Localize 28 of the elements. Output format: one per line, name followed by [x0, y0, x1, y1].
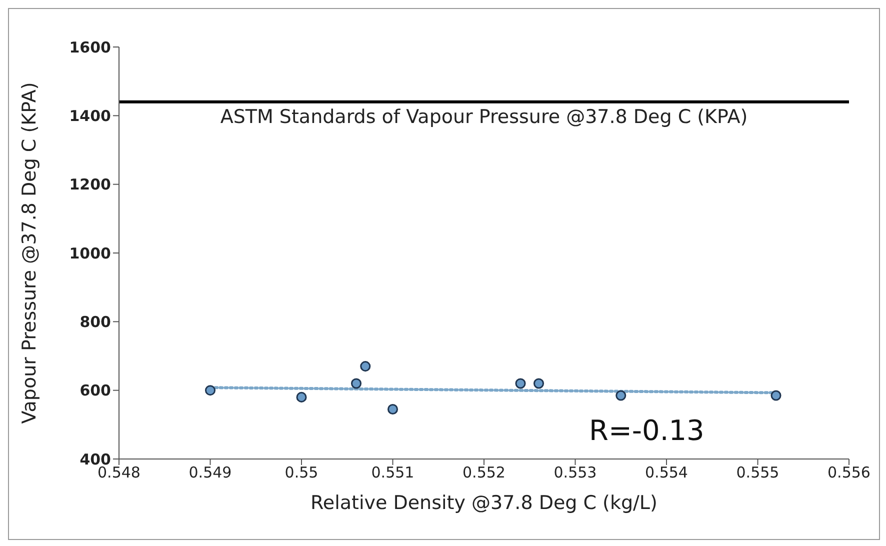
y-tick-label: 800 [80, 312, 111, 331]
point [350, 378, 362, 389]
x-tick-label: 0.554 [645, 464, 688, 482]
annotation: R=-0.13 [589, 414, 704, 447]
x-axis-title: Relative Density @37.8 Deg C (kg/L) [310, 492, 658, 514]
x-tick-label: 0.555 [736, 464, 780, 482]
x-tick-label: 0.552 [462, 464, 506, 482]
point [533, 378, 544, 389]
y-tick-label: 1600 [69, 38, 111, 56]
ref-line-label: ASTM Standards of Vapour Pressure @37.8 Deg C (KPA) [220, 106, 748, 128]
point [360, 361, 371, 372]
point [616, 390, 626, 401]
y-tick-label: 600 [80, 382, 111, 400]
y-tick-label: 1000 [69, 244, 111, 262]
y-tick-label: 1400 [69, 106, 111, 125]
x-tick-label: 0.55 [284, 464, 318, 482]
x-tick-label: 0.556 [828, 464, 870, 482]
point [515, 378, 526, 389]
y-axis-title: Vapour Pressure @37.8 Deg C (KPA) [18, 82, 41, 424]
x-tick-label: 0.549 [188, 464, 232, 482]
y-tick-label: 1200 [69, 176, 111, 194]
x-tick-label: 0.548 [98, 464, 140, 482]
point [387, 404, 398, 414]
point [204, 385, 216, 396]
point [296, 392, 307, 402]
point [770, 390, 782, 401]
x-tick-label: 0.551 [371, 464, 414, 482]
x-tick-label: 0.553 [554, 464, 597, 482]
